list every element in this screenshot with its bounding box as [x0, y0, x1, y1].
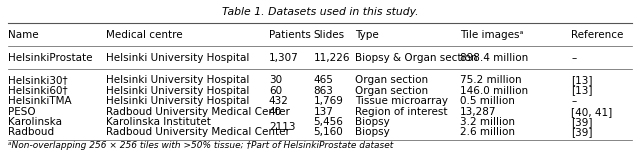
Text: Type: Type — [355, 30, 379, 40]
Text: 11,226: 11,226 — [314, 53, 350, 63]
Text: 75.2 million: 75.2 million — [460, 75, 522, 85]
Text: Biopsy: Biopsy — [355, 117, 390, 127]
Text: 465: 465 — [314, 75, 333, 85]
Text: HelsinkiProstate: HelsinkiProstate — [8, 53, 92, 63]
Text: Helsinki University Hospital: Helsinki University Hospital — [106, 75, 250, 85]
Text: Helsinki30†: Helsinki30† — [8, 75, 67, 85]
Text: Organ section: Organ section — [355, 75, 428, 85]
Text: Organ section: Organ section — [355, 86, 428, 96]
Text: 60: 60 — [269, 86, 282, 96]
Text: Reference: Reference — [572, 30, 624, 40]
Text: Biopsy & Organ section: Biopsy & Organ section — [355, 53, 477, 63]
Text: [13]: [13] — [572, 75, 593, 85]
Text: 5,160: 5,160 — [314, 127, 343, 137]
Text: 2113: 2113 — [269, 122, 296, 132]
Text: Radboud University Medical Center: Radboud University Medical Center — [106, 127, 291, 137]
Text: Karolinska: Karolinska — [8, 117, 61, 127]
Text: Helsinki University Hospital: Helsinki University Hospital — [106, 86, 250, 96]
Text: Region of interest: Region of interest — [355, 107, 447, 117]
Text: 30: 30 — [269, 75, 282, 85]
Text: Medical centre: Medical centre — [106, 30, 183, 40]
Text: 5,456: 5,456 — [314, 117, 343, 127]
Text: PESO: PESO — [8, 107, 35, 117]
Text: 13,287: 13,287 — [460, 107, 497, 117]
Text: Radboud: Radboud — [8, 127, 54, 137]
Text: Table 1. Datasets used in this study.: Table 1. Datasets used in this study. — [221, 7, 418, 17]
Text: 0.5 million: 0.5 million — [460, 96, 515, 106]
Text: Helsinki University Hospital: Helsinki University Hospital — [106, 96, 250, 106]
Text: Tissue microarray: Tissue microarray — [355, 96, 448, 106]
Text: ᵃNon-overlapping 256 × 256 tiles with >50% tissue; †Part of HelsinkiProstate dat: ᵃNon-overlapping 256 × 256 tiles with >5… — [8, 141, 393, 150]
Text: 863: 863 — [314, 86, 333, 96]
Text: 898.4 million: 898.4 million — [460, 53, 528, 63]
Text: 146.0 million: 146.0 million — [460, 86, 528, 96]
Text: Helsinki University Hospital: Helsinki University Hospital — [106, 53, 250, 63]
Text: –: – — [572, 53, 577, 63]
Text: –: – — [572, 96, 577, 106]
Text: Radboud University Medical Center: Radboud University Medical Center — [106, 107, 291, 117]
Text: HelsinkiTMA: HelsinkiTMA — [8, 96, 72, 106]
Text: 137: 137 — [314, 107, 333, 117]
Text: [39]: [39] — [572, 117, 593, 127]
Text: 2.6 million: 2.6 million — [460, 127, 515, 137]
Text: 432: 432 — [269, 96, 289, 106]
Text: Name: Name — [8, 30, 38, 40]
Text: 1,769: 1,769 — [314, 96, 343, 106]
Text: Tile imagesᵃ: Tile imagesᵃ — [460, 30, 524, 40]
Text: [39]: [39] — [572, 127, 593, 137]
Text: Patients: Patients — [269, 30, 311, 40]
Text: 3.2 million: 3.2 million — [460, 117, 515, 127]
Text: 40: 40 — [269, 107, 282, 117]
Text: Slides: Slides — [314, 30, 344, 40]
Text: Helsinki60†: Helsinki60† — [8, 86, 67, 96]
Text: [40, 41]: [40, 41] — [572, 107, 612, 117]
Text: Karolinska Institutet: Karolinska Institutet — [106, 117, 211, 127]
Text: 1,307: 1,307 — [269, 53, 299, 63]
Text: [13]: [13] — [572, 86, 593, 96]
Text: Biopsy: Biopsy — [355, 127, 390, 137]
